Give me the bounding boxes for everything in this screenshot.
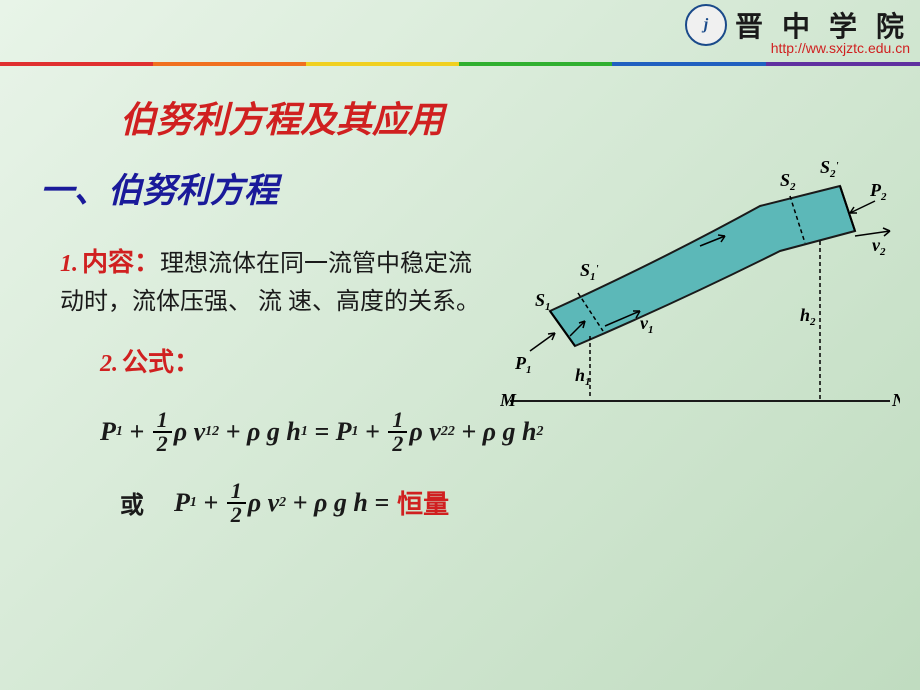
label-v1: v1 — [640, 313, 654, 336]
item-1: 1. 内容：理想流体在同一流管中稳定流动时，流体压强、 流 速、高度的关系。 — [60, 242, 480, 322]
school-logo: j — [685, 4, 727, 46]
label-h2: h2 — [800, 305, 816, 328]
equations-block: P1 + 12 ρ v12 + ρ g h1 = P1 + 12 ρ v22 +… — [100, 409, 880, 526]
item-1-label: 内容： — [82, 248, 160, 277]
item-2-label: 公式： — [122, 348, 200, 377]
item-1-num: 1. — [60, 251, 78, 277]
label-N: N — [891, 390, 900, 410]
label-M: M — [500, 390, 517, 410]
header: j 晋 中 学 院 http://ww.sxjztc.edu.cn — [0, 0, 920, 50]
school-url: http://ww.sxjztc.edu.cn — [771, 40, 910, 56]
logo-text: j — [704, 16, 708, 34]
label-S1: S1 — [535, 290, 551, 313]
content-area: 伯努利方程及其应用 一、伯努利方程 1. 内容：理想流体在同一流管中稳定流动时，… — [0, 71, 920, 526]
flow-tube-diagram: S1 S1' S2 S2' P1 P2 v1 v2 h1 h2 M N — [500, 141, 900, 421]
label-S1p: S1' — [580, 260, 599, 283]
item-2-num: 2. — [100, 351, 118, 377]
equation-2: 或 P1 + 12 ρ v2 + ρ g h = 恒量 — [100, 480, 880, 526]
label-v2: v2 — [872, 235, 886, 258]
school-name: 晋 中 学 院 — [735, 5, 910, 45]
label-P2: P2 — [869, 180, 887, 203]
label-S2: S2 — [780, 170, 796, 193]
rainbow-divider — [0, 62, 920, 66]
or-label: 或 — [120, 485, 144, 520]
label-S2p: S2' — [820, 157, 839, 180]
label-P1: P1 — [514, 353, 532, 376]
page-title: 伯努利方程及其应用 — [120, 91, 880, 143]
constant-label: 恒量 — [397, 484, 449, 521]
label-h1: h1 — [575, 365, 591, 388]
